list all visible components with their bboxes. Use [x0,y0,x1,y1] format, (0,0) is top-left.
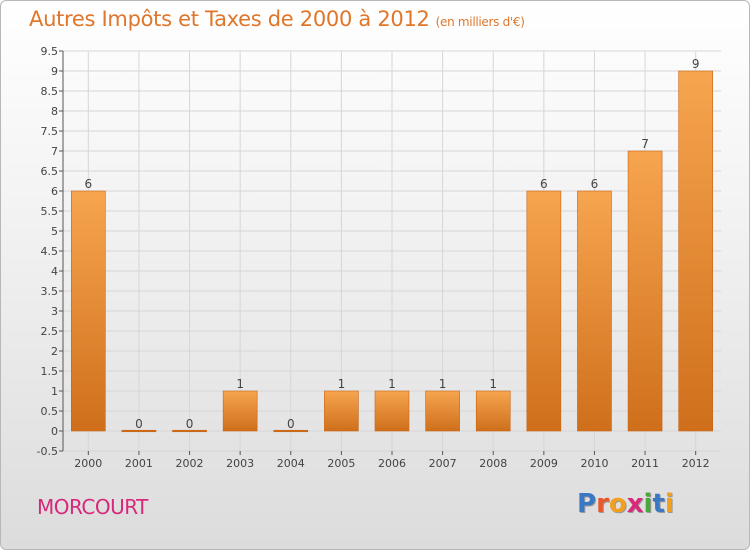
bar [71,190,106,432]
data-label: 1 [439,377,447,391]
proxiti-logo: Proxiti [577,489,674,519]
logo-letter: x [626,489,644,519]
x-tick-label: 2004 [277,457,305,470]
y-tick-label: 5.5 [41,205,59,218]
data-label: 1 [338,377,346,391]
x-tick-label: 2012 [682,457,710,470]
data-label: 0 [186,417,194,431]
x-tick-label: 2003 [226,457,254,470]
x-tick-label: 2000 [74,457,102,470]
data-label: 1 [388,377,396,391]
logo-letter: t [652,489,665,519]
data-label: 6 [540,177,548,191]
bar [222,390,258,432]
bar [577,190,612,432]
x-tick-label: 2002 [176,457,204,470]
y-tick-label: 3.5 [41,285,59,298]
logo-letter: o [608,489,627,519]
y-tick-label: 2 [51,345,58,358]
bar [172,429,207,433]
logo-letter: i [643,489,653,519]
data-label: 0 [135,417,143,431]
data-label: 6 [84,177,92,191]
y-tick-label: 3 [51,305,58,318]
data-label: 7 [641,137,649,151]
bar [678,70,713,432]
x-tick-label: 2011 [631,457,659,470]
chart-title-text: Autres Impôts et Taxes de 2000 à 2012 [29,7,430,31]
y-tick-label: 4 [51,265,58,278]
logo-letter: r [596,489,609,519]
chart-subtitle: (en milliers d'€) [435,15,525,29]
y-tick-label: 4.5 [41,245,59,258]
y-tick-label: 2.5 [41,325,59,338]
x-tick-label: 2008 [479,457,507,470]
bar [475,390,511,432]
data-label: 0 [287,417,295,431]
logo-letter: P [577,489,597,519]
bar [374,390,410,432]
bar [526,190,562,432]
chart-title: Autres Impôts et Taxes de 2000 à 2012 (en… [29,7,525,31]
y-tick-label: 5 [51,225,58,238]
bars [71,70,713,433]
y-tick-label: 8.5 [41,85,59,98]
x-tick-label: 2009 [530,457,558,470]
bar [273,429,309,433]
data-label: 1 [236,377,244,391]
y-tick-label: 7.5 [41,125,59,138]
y-tick-label: 9.5 [41,45,59,58]
x-tick-label: 2006 [378,457,406,470]
bar [627,150,663,432]
y-tick-label: 1.5 [41,365,59,378]
y-tick-label: 9 [51,65,58,78]
y-tick-label: 8 [51,105,58,118]
data-label: 6 [591,177,599,191]
data-label: 1 [489,377,497,391]
data-label: 9 [692,57,700,71]
bar [425,390,460,432]
commune-name: MORCOURT [37,495,148,519]
bar [121,429,157,433]
y-tick-label: 7 [51,145,58,158]
x-tick-label: 2010 [580,457,608,470]
axes: -0.5 0 0.5 1 1.5 2 2.5 3 3.5 4 4.5 5 5.5 6 6.5 7 7.5 8 8.5… [37,45,710,470]
y-tick-label: 0 [51,425,58,438]
x-tick-label: 2005 [327,457,355,470]
bar [324,390,359,432]
y-tick-label: 1 [51,385,58,398]
logo-letter: i [664,489,674,519]
x-tick-label: 2001 [125,457,153,470]
y-tick-label: 6.5 [41,165,59,178]
y-tick-label: 6 [51,185,58,198]
y-tick-label: -0.5 [37,445,58,458]
data-labels: 6 0 0 1 0 1 1 1 1 6 6 7 9 [84,57,699,431]
y-tick-label: 0.5 [41,405,59,418]
x-tick-label: 2007 [429,457,457,470]
